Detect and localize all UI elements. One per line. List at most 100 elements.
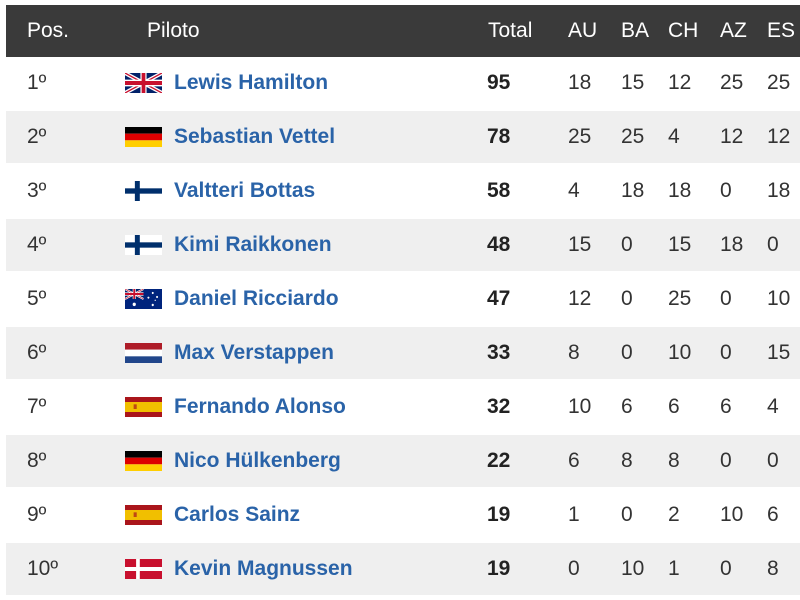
germany-flag-icon — [125, 127, 162, 147]
row-az: 25 — [720, 71, 744, 94]
row-pos: 1º — [27, 71, 47, 94]
germany-flag-icon — [125, 451, 162, 471]
row-ch: 8 — [668, 449, 680, 472]
row-ch: 18 — [668, 179, 692, 202]
row-es: 4 — [767, 395, 779, 418]
row-az: 0 — [720, 287, 732, 310]
header-ba: BA — [621, 19, 650, 42]
row-ba: 6 — [621, 395, 633, 418]
table-row: 6º Max Verstappen 33 8 0 10 0 15 — [6, 327, 800, 379]
row-pos: 9º — [27, 503, 47, 526]
row-total: 58 — [487, 179, 511, 202]
row-az: 18 — [720, 233, 744, 256]
row-total: 33 — [487, 341, 511, 364]
driver-link[interactable]: Kevin Magnussen — [174, 557, 353, 580]
row-ch: 4 — [668, 125, 680, 148]
row-ch: 6 — [668, 395, 680, 418]
row-total: 19 — [487, 503, 511, 526]
row-ba: 0 — [621, 287, 633, 310]
spain-flag-icon — [125, 505, 162, 525]
row-au: 12 — [568, 287, 592, 310]
row-ch: 15 — [668, 233, 692, 256]
finland-flag-icon — [125, 235, 162, 255]
header-driver: Piloto — [147, 19, 200, 42]
row-au: 8 — [568, 341, 580, 364]
row-az: 12 — [720, 125, 744, 148]
row-au: 25 — [568, 125, 592, 148]
row-ba: 15 — [621, 71, 645, 94]
row-pos: 10º — [27, 557, 59, 580]
driver-link[interactable]: Max Verstappen — [174, 341, 334, 364]
row-total: 32 — [487, 395, 511, 418]
driver-link[interactable]: Daniel Ricciardo — [174, 287, 339, 310]
row-es: 12 — [767, 125, 791, 148]
table-row: 2º Sebastian Vettel 78 25 25 4 12 12 — [6, 111, 800, 163]
row-pos: 2º — [27, 125, 47, 148]
row-total: 95 — [487, 71, 511, 94]
row-pos: 6º — [27, 341, 47, 364]
table-row: 5º Daniel Ricciardo 47 12 0 25 0 10 — [6, 273, 800, 325]
row-total: 78 — [487, 125, 511, 148]
table-row: 9º Carlos Sainz 19 1 0 2 10 6 — [6, 489, 800, 541]
row-es: 8 — [767, 557, 779, 580]
row-es: 0 — [767, 233, 779, 256]
row-es: 6 — [767, 503, 779, 526]
row-au: 4 — [568, 179, 580, 202]
row-ch: 25 — [668, 287, 692, 310]
finland-flag-icon — [125, 181, 162, 201]
row-total: 19 — [487, 557, 511, 580]
driver-link[interactable]: Sebastian Vettel — [174, 125, 336, 148]
header-au: AU — [568, 19, 598, 42]
row-es: 10 — [767, 287, 791, 310]
row-ba: 18 — [621, 179, 645, 202]
driver-link[interactable]: Lewis Hamilton — [174, 71, 329, 94]
row-ch: 2 — [668, 503, 680, 526]
row-pos: 4º — [27, 233, 47, 256]
netherlands-flag-icon — [125, 343, 162, 363]
row-ba: 0 — [621, 503, 633, 526]
row-ba: 25 — [621, 125, 645, 148]
row-total: 22 — [487, 449, 511, 472]
row-az: 6 — [720, 395, 732, 418]
header-ch: CH — [668, 19, 699, 42]
row-es: 25 — [767, 71, 791, 94]
row-es: 18 — [767, 179, 791, 202]
row-az: 10 — [720, 503, 744, 526]
table-header: Pos. Piloto Total AU BA CH AZ ES — [6, 5, 800, 57]
row-au: 15 — [568, 233, 592, 256]
row-es: 0 — [767, 449, 779, 472]
row-az: 0 — [720, 449, 732, 472]
row-au: 10 — [568, 395, 592, 418]
row-pos: 7º — [27, 395, 47, 418]
row-total: 47 — [487, 287, 511, 310]
driver-link[interactable]: Kimi Raikkonen — [174, 233, 332, 256]
row-ba: 10 — [621, 557, 645, 580]
row-pos: 5º — [27, 287, 47, 310]
row-pos: 8º — [27, 449, 47, 472]
driver-link[interactable]: Valtteri Bottas — [174, 179, 316, 202]
header-total: Total — [488, 19, 533, 42]
australia-flag-icon — [125, 289, 162, 309]
row-ba: 8 — [621, 449, 633, 472]
row-es: 15 — [767, 341, 791, 364]
spain-flag-icon — [125, 397, 162, 417]
header-pos: Pos. — [27, 19, 70, 42]
row-total: 48 — [487, 233, 511, 256]
row-ba: 0 — [621, 341, 633, 364]
row-ch: 10 — [668, 341, 692, 364]
uk-flag-icon — [125, 73, 162, 93]
table-row: 7º Fernando Alonso 32 10 6 6 6 4 — [6, 381, 800, 433]
denmark-flag-icon — [125, 559, 162, 579]
row-ch: 12 — [668, 71, 692, 94]
row-az: 0 — [720, 341, 732, 364]
driver-link[interactable]: Carlos Sainz — [174, 503, 301, 526]
table-row: 4º Kimi Raikkonen 48 15 0 15 18 0 — [6, 219, 800, 271]
row-ba: 0 — [621, 233, 633, 256]
driver-link[interactable]: Fernando Alonso — [174, 395, 346, 418]
row-ch: 1 — [668, 557, 680, 580]
table-row: 3º Valtteri Bottas 58 4 18 18 0 18 — [6, 165, 800, 217]
table-row: 1º Lewis Hamilton 95 18 15 12 25 25 — [6, 57, 800, 109]
driver-link[interactable]: Nico Hülkenberg — [174, 449, 341, 472]
row-pos: 3º — [27, 179, 47, 202]
